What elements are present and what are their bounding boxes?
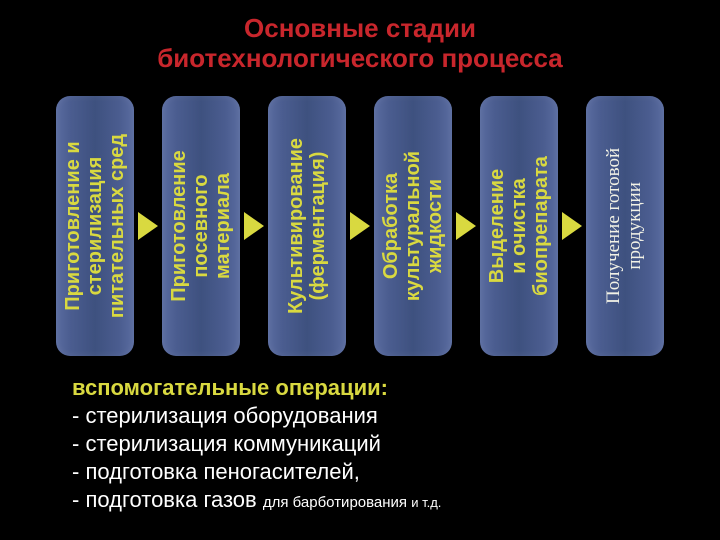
stage-2: Приготовление посевного материала [162,96,240,356]
aux-item-3: - подготовка пеногасителей, [72,458,720,486]
title-line-1: Основные стадии [244,13,476,43]
stage-5-l3: биопрепарата [530,156,552,296]
stage-5-l1: Выделение [486,169,508,283]
stage-6-text: Получение готовой продукции [604,148,646,304]
stage-5: Выделение и очистка биопрепарата [480,96,558,356]
aux-last-prefix: - подготовка газов [72,487,263,512]
stage-1-text: Приготовление и стерилизация питательных… [62,134,128,318]
stage-1-l1: Приготовление и [62,141,84,310]
slide-title: Основные стадии биотехнологического проц… [0,0,720,74]
stage-4-l1: Обработка [380,173,402,279]
stage-6-l1: Получение готовой [603,148,624,304]
stage-4-l3: жидкости [424,179,446,273]
stage-3-l1: Культивирование [285,138,307,314]
arrow-icon [138,212,158,240]
aux-item-1: - стерилизация оборудования [72,402,720,430]
stage-6-l2: продукции [624,182,645,270]
stage-6: Получение готовой продукции [586,96,664,356]
aux-item-4: - подготовка газов для барботирования и … [72,486,720,514]
stage-5-text: Выделение и очистка биопрепарата [486,156,552,296]
arrow-icon [350,212,370,240]
stage-1-l2: стерилизация [84,156,106,295]
stage-3: Культивирование (ферментация) [268,96,346,356]
aux-last-tail: и т.д. [411,495,441,510]
stage-2-l3: материала [212,173,234,279]
stage-2-l2: посевного [190,174,212,277]
stage-2-text: Приготовление посевного материала [168,150,234,302]
auxiliary-operations: вспомогательные операции: - стерилизация… [0,374,720,515]
stage-3-l2: (ферментация) [307,151,329,300]
stage-5-l2: и очистка [508,178,530,274]
stage-4-text: Обработка культуральной жидкости [380,151,446,301]
stage-4: Обработка культуральной жидкости [374,96,452,356]
stage-3-text: Культивирование (ферментация) [285,138,329,314]
title-line-2: биотехнологического процесса [157,43,562,73]
stage-1-l3: питательных сред [106,134,128,318]
aux-last-mid: для барботирования [263,494,411,511]
stage-4-l2: культуральной [402,151,424,301]
arrow-icon [456,212,476,240]
stage-2-l1: Приготовление [168,150,190,302]
arrow-icon [244,212,264,240]
stage-1: Приготовление и стерилизация питательных… [56,96,134,356]
process-flow: Приготовление и стерилизация питательных… [0,96,720,356]
aux-heading: вспомогательные операции: [72,375,388,400]
aux-item-2: - стерилизация коммуникаций [72,430,720,458]
arrow-icon [562,212,582,240]
